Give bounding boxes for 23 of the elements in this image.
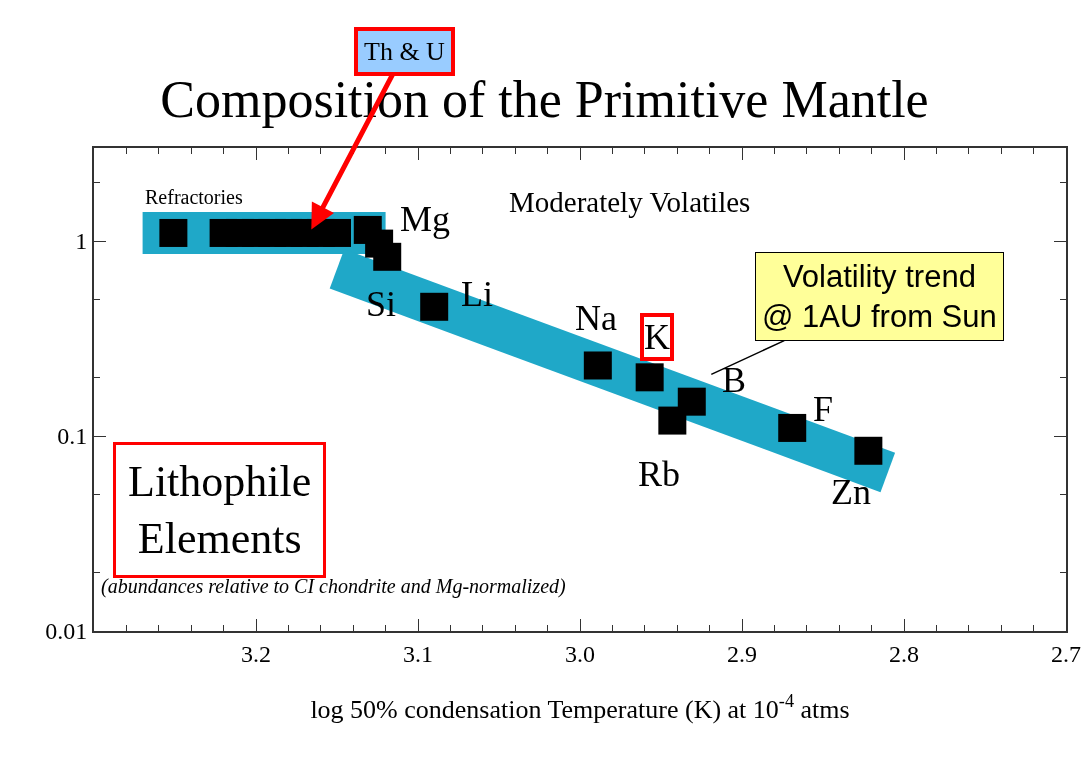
annotation: Lithophile Elements: [128, 457, 312, 564]
x-tick-label: 2.8: [889, 640, 919, 667]
annotation: Moderately Volatiles: [509, 186, 751, 218]
annotation: Refractories: [145, 186, 243, 208]
x-tick-label: 3.1: [403, 640, 433, 667]
x-axis-title: log 50% condensation Temperature (K) at 10$^{-4}$ atms: [310, 691, 850, 724]
x-tick-label: 3.2: [241, 640, 271, 667]
x-tick-label: 2.7: [1051, 640, 1081, 667]
annotation: Mg: [400, 199, 451, 239]
annotation: Volatility trend @ 1AU from Sun: [762, 259, 997, 335]
annotation: Zn: [831, 472, 871, 512]
x-tick-label: 3.0: [565, 640, 595, 667]
x-tick-label: 2.9: [727, 640, 757, 667]
annotation: B: [722, 360, 747, 400]
y-tick-label: 0.01: [45, 618, 88, 645]
annotation: Rb: [638, 454, 681, 494]
annotation: Th & U: [364, 37, 446, 66]
annotation: K: [644, 317, 670, 357]
y-tick-label: 0.1: [57, 423, 88, 450]
y-tick-label: 1: [75, 228, 88, 255]
annotation: (abundances relative to CI chondrite and Mg-normalized): [101, 575, 567, 598]
annotation: F: [813, 389, 834, 429]
annotation: Na: [575, 298, 617, 338]
